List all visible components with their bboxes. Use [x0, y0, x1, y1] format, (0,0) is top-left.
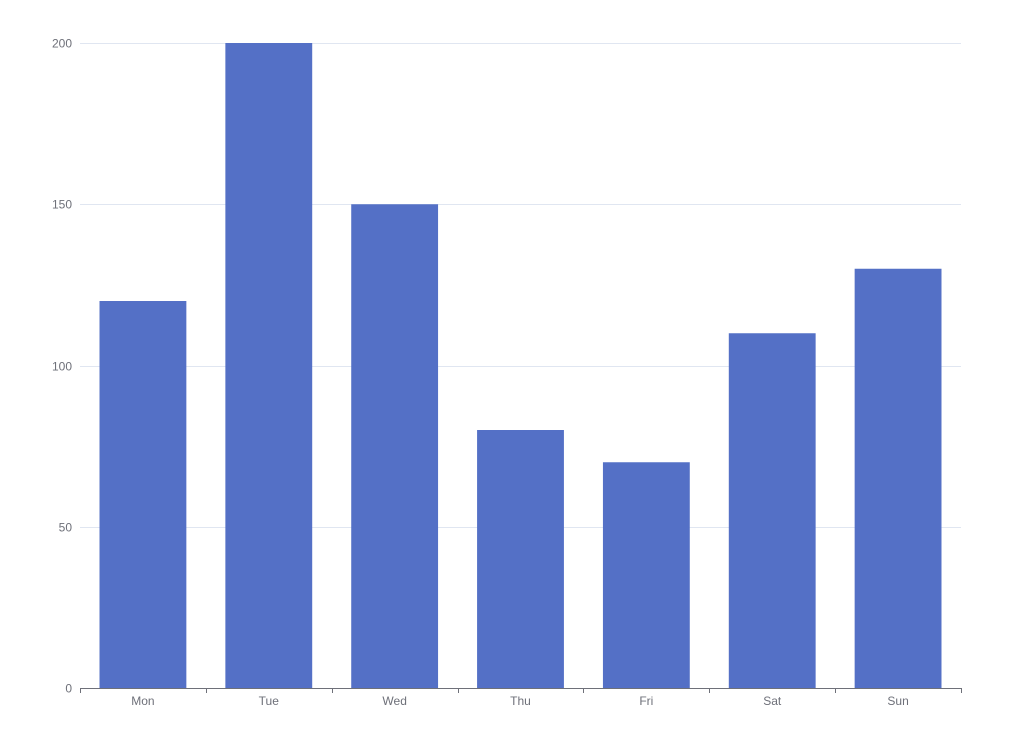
y-tick-label: 100	[52, 360, 72, 374]
y-tick-label: 0	[65, 682, 72, 696]
x-tick-label: Sat	[763, 694, 782, 708]
bar-sat	[728, 333, 816, 688]
bar-sun	[854, 268, 942, 688]
x-tick-label: Wed	[382, 694, 406, 708]
y-tick-label: 50	[59, 521, 73, 535]
bar-wed	[351, 204, 439, 688]
axes: 0 50 100 150 200 Mon Tue Wed Thu Fri Sat Sun	[52, 37, 962, 708]
x-tick-label: Thu	[510, 694, 531, 708]
bar-mon	[99, 301, 187, 688]
bar-thu	[477, 430, 564, 688]
x-tick-label: Sun	[887, 694, 908, 708]
x-tick-label: Fri	[639, 694, 653, 708]
y-tick-label: 150	[52, 198, 72, 212]
x-tick-label: Mon	[131, 694, 154, 708]
bar-tue	[225, 43, 313, 688]
x-tick-label: Tue	[259, 694, 280, 708]
y-tick-label: 200	[52, 37, 72, 51]
bars	[99, 43, 942, 688]
bar-fri	[602, 462, 690, 688]
